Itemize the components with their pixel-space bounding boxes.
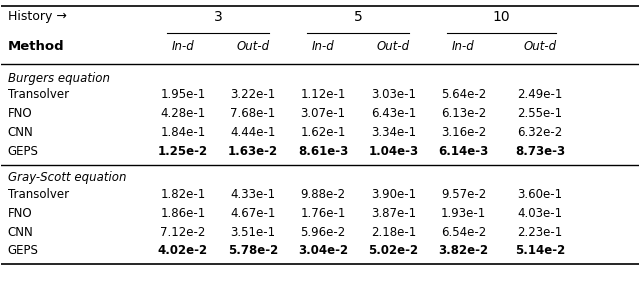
Text: 5.96e-2: 5.96e-2: [301, 226, 346, 239]
Text: 5.02e-2: 5.02e-2: [368, 244, 419, 257]
Text: 1.86e-1: 1.86e-1: [161, 207, 205, 220]
Text: Out-d: Out-d: [524, 39, 556, 52]
Text: 5.64e-2: 5.64e-2: [441, 89, 486, 102]
Text: 6.14e-3: 6.14e-3: [438, 145, 488, 158]
Text: 1.82e-1: 1.82e-1: [161, 188, 205, 201]
Text: 3.16e-2: 3.16e-2: [441, 126, 486, 139]
Text: Transolver: Transolver: [8, 89, 69, 102]
Text: Burgers equation: Burgers equation: [8, 72, 110, 85]
Text: 6.32e-2: 6.32e-2: [517, 126, 563, 139]
Text: History →: History →: [8, 10, 67, 23]
Text: CNN: CNN: [8, 126, 33, 139]
Text: 1.63e-2: 1.63e-2: [228, 145, 278, 158]
Text: 7.68e-1: 7.68e-1: [230, 107, 276, 120]
Text: 6.43e-1: 6.43e-1: [371, 107, 416, 120]
Text: 4.03e-1: 4.03e-1: [517, 207, 563, 220]
Text: Gray-Scott equation: Gray-Scott equation: [8, 171, 126, 184]
Text: FNO: FNO: [8, 207, 33, 220]
Text: 3.03e-1: 3.03e-1: [371, 89, 416, 102]
Text: 3.34e-1: 3.34e-1: [371, 126, 416, 139]
Text: 3.22e-1: 3.22e-1: [230, 89, 276, 102]
Text: 2.23e-1: 2.23e-1: [517, 226, 563, 239]
Text: Out-d: Out-d: [377, 39, 410, 52]
Text: Transolver: Transolver: [8, 188, 69, 201]
Text: 10: 10: [493, 10, 511, 24]
Text: 3: 3: [214, 10, 223, 24]
Text: 4.28e-1: 4.28e-1: [161, 107, 205, 120]
Text: 4.44e-1: 4.44e-1: [230, 126, 276, 139]
Text: 1.84e-1: 1.84e-1: [161, 126, 205, 139]
Text: 4.33e-1: 4.33e-1: [230, 188, 276, 201]
Text: 4.67e-1: 4.67e-1: [230, 207, 276, 220]
Text: 1.76e-1: 1.76e-1: [301, 207, 346, 220]
Text: 3.87e-1: 3.87e-1: [371, 207, 416, 220]
Text: 1.25e-2: 1.25e-2: [158, 145, 208, 158]
Text: 2.49e-1: 2.49e-1: [517, 89, 563, 102]
Text: 1.62e-1: 1.62e-1: [301, 126, 346, 139]
Text: 1.95e-1: 1.95e-1: [161, 89, 205, 102]
Text: Out-d: Out-d: [237, 39, 269, 52]
Text: 3.04e-2: 3.04e-2: [298, 244, 348, 257]
Text: In-d: In-d: [172, 39, 195, 52]
Text: 3.07e-1: 3.07e-1: [301, 107, 346, 120]
Text: 3.90e-1: 3.90e-1: [371, 188, 416, 201]
Text: 5: 5: [354, 10, 363, 24]
Text: 1.12e-1: 1.12e-1: [301, 89, 346, 102]
Text: GEPS: GEPS: [8, 145, 38, 158]
Text: 3.82e-2: 3.82e-2: [438, 244, 488, 257]
Text: In-d: In-d: [312, 39, 335, 52]
Text: CNN: CNN: [8, 226, 33, 239]
Text: 3.51e-1: 3.51e-1: [230, 226, 276, 239]
Text: 7.12e-2: 7.12e-2: [160, 226, 205, 239]
Text: 3.60e-1: 3.60e-1: [517, 188, 563, 201]
Text: 6.54e-2: 6.54e-2: [441, 226, 486, 239]
Text: 8.61e-3: 8.61e-3: [298, 145, 348, 158]
Text: 9.57e-2: 9.57e-2: [441, 188, 486, 201]
Text: FNO: FNO: [8, 107, 33, 120]
Text: 6.13e-2: 6.13e-2: [441, 107, 486, 120]
Text: 5.78e-2: 5.78e-2: [228, 244, 278, 257]
Text: 4.02e-2: 4.02e-2: [158, 244, 208, 257]
Text: In-d: In-d: [452, 39, 475, 52]
Text: 2.55e-1: 2.55e-1: [517, 107, 563, 120]
Text: 1.04e-3: 1.04e-3: [368, 145, 419, 158]
Text: GEPS: GEPS: [8, 244, 38, 257]
Text: 8.73e-3: 8.73e-3: [515, 145, 565, 158]
Text: 1.93e-1: 1.93e-1: [441, 207, 486, 220]
Text: Method: Method: [8, 39, 65, 52]
Text: 2.18e-1: 2.18e-1: [371, 226, 416, 239]
Text: 9.88e-2: 9.88e-2: [301, 188, 346, 201]
Text: 5.14e-2: 5.14e-2: [515, 244, 565, 257]
